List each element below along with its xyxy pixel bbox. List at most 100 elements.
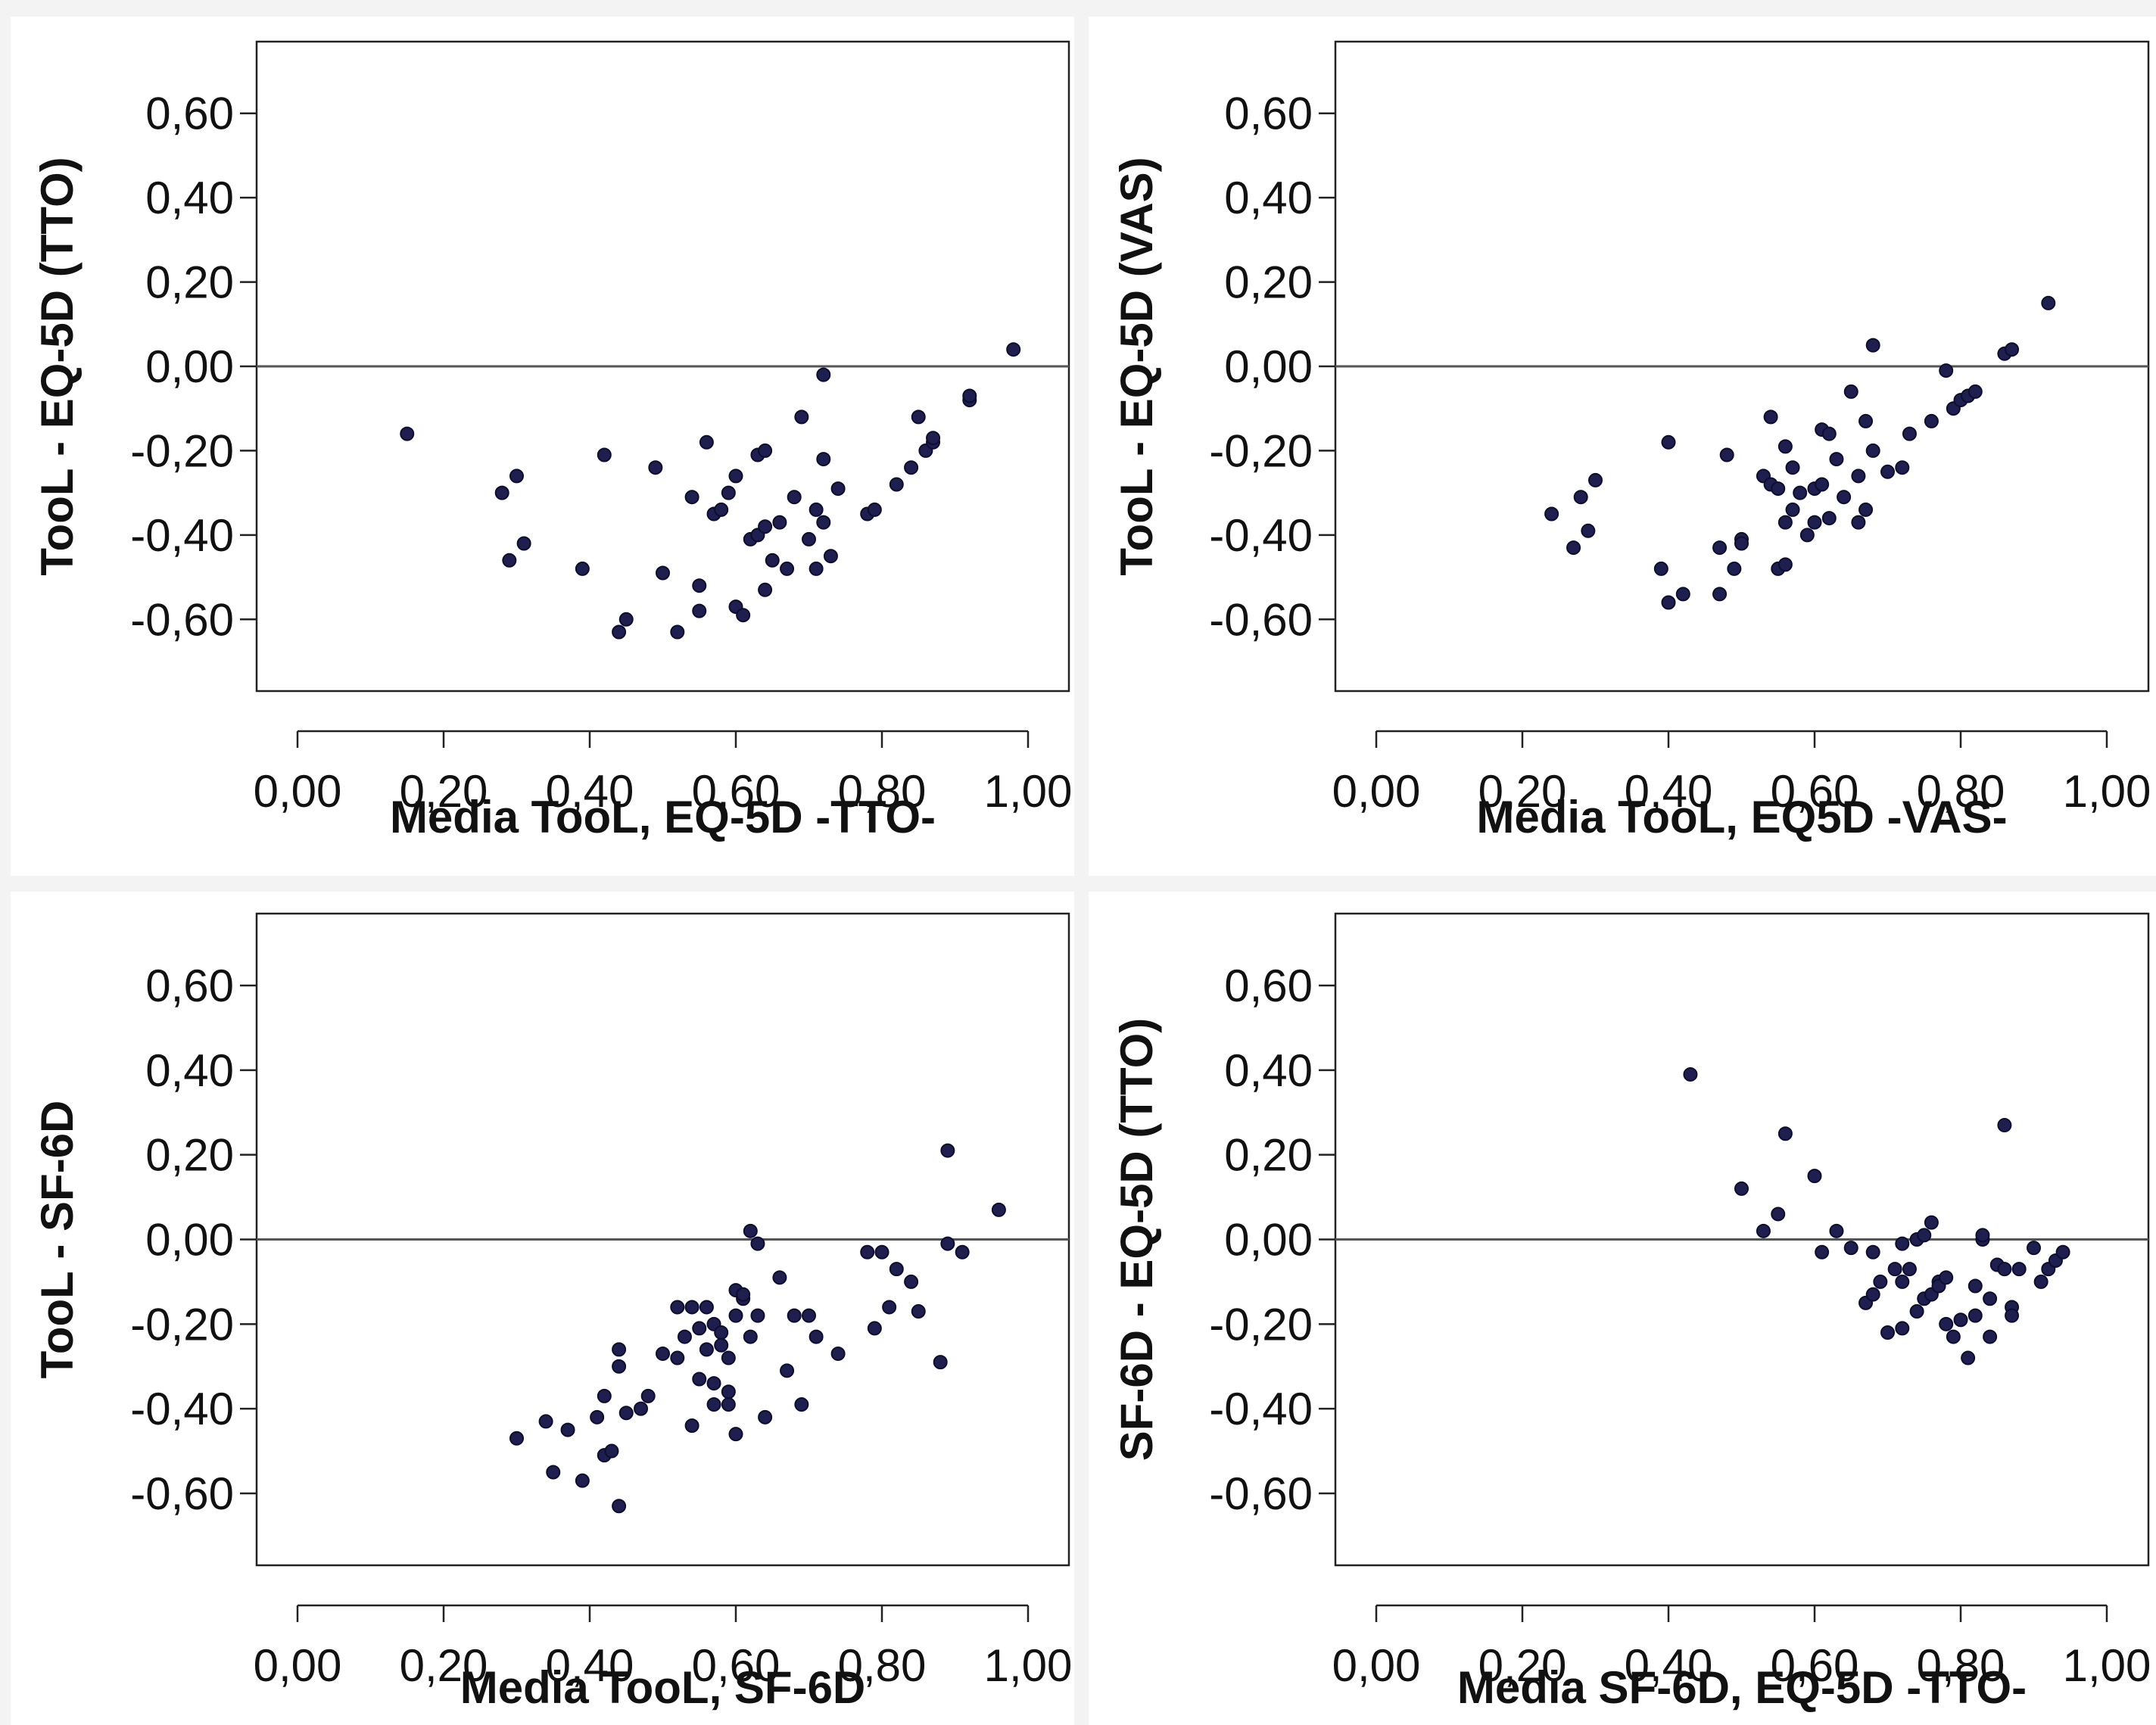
data-point: [787, 490, 802, 505]
data-point: [1544, 506, 1559, 522]
data-point: [889, 1262, 904, 1277]
data-point: [2005, 342, 2020, 357]
y-tick-label: 0,20: [1224, 1130, 1313, 1181]
data-point: [1785, 460, 1800, 475]
data-point: [772, 1270, 787, 1285]
data-point: [1858, 413, 1874, 428]
data-point: [1815, 477, 1830, 492]
data-point: [867, 1321, 882, 1336]
data-point: [1902, 426, 1917, 441]
data-point: [656, 1346, 670, 1361]
data-point: [1858, 502, 1874, 517]
data-point: [1895, 460, 1910, 475]
data-point: [736, 608, 751, 623]
data-point: [750, 1308, 765, 1323]
data-point: [1880, 464, 1895, 479]
data-point: [706, 1397, 721, 1412]
data-point: [1939, 1270, 1954, 1285]
data-point: [597, 1388, 612, 1403]
data-point: [874, 1244, 890, 1259]
y-tick-label: -0,60: [130, 594, 234, 645]
x-tick-label: 0,20: [400, 1640, 488, 1691]
y-tick-label: 0,00: [145, 1215, 234, 1266]
data-point: [1566, 540, 1581, 556]
data-point: [1734, 1181, 1749, 1196]
data-point: [692, 578, 707, 593]
x-tick-label: 1,00: [2063, 1640, 2151, 1691]
chart-panel-3: 0,60 0,40 0,20 0,00 -0,20 -0,40 -0,60 0,00 0,20 0…: [11, 892, 1074, 1725]
data-point: [1851, 515, 1866, 530]
data-point: [1821, 511, 1837, 526]
data-point: [1771, 481, 1786, 497]
data-point: [1843, 384, 1858, 399]
data-point: [692, 1372, 707, 1387]
x-tick-label: 0,80: [1917, 766, 2005, 817]
data-point: [882, 1300, 897, 1315]
data-point: [808, 561, 824, 576]
data-point: [1581, 523, 1596, 538]
data-point: [1573, 490, 1588, 505]
data-point: [816, 515, 831, 530]
data-point: [962, 388, 977, 403]
data-point: [1807, 1169, 1822, 1184]
data-point: [597, 447, 612, 462]
y-tick-label: 0,60: [1224, 89, 1313, 139]
data-point: [1771, 1207, 1786, 1222]
data-point: [670, 624, 685, 640]
data-point: [1946, 1329, 1961, 1344]
data-point: [816, 367, 831, 382]
data-point: [1661, 434, 1676, 450]
data-point: [743, 1223, 758, 1238]
data-point: [670, 1350, 685, 1365]
data-point: [509, 1431, 524, 1446]
data-point: [1953, 1312, 1968, 1328]
y-tick-label: -0,60: [130, 1468, 234, 1519]
data-point: [1975, 1228, 1990, 1243]
data-point: [721, 1350, 736, 1365]
data-point: [1712, 540, 1728, 556]
data-point: [758, 443, 773, 458]
data-point: [494, 485, 509, 500]
y-tick-label: -0,20: [130, 1299, 234, 1350]
data-point: [575, 561, 590, 576]
data-point: [911, 409, 926, 425]
data-point: [758, 582, 773, 597]
data-point: [546, 1465, 561, 1480]
data-point: [1865, 338, 1880, 353]
data-point: [618, 612, 634, 627]
data-point: [699, 1300, 714, 1315]
data-point: [1895, 1236, 1910, 1251]
data-point: [802, 1308, 816, 1323]
data-point: [1777, 515, 1793, 530]
data-point: [1777, 557, 1793, 572]
data-point: [677, 1329, 692, 1344]
y-tick-label: -0,60: [1209, 594, 1313, 645]
data-point: [634, 1401, 649, 1416]
data-point: [1756, 1223, 1771, 1238]
data-point: [830, 481, 846, 497]
y-tick-label: -0,40: [130, 510, 234, 561]
y-tick-label: -0,40: [1209, 1384, 1313, 1434]
y-tick-label: 0,40: [1224, 1045, 1313, 1096]
data-point: [1712, 587, 1728, 602]
data-point: [1939, 363, 1954, 378]
data-point: [1763, 409, 1778, 425]
data-point: [1917, 1228, 1932, 1243]
data-point: [721, 1384, 736, 1400]
data-point: [656, 565, 670, 581]
data-point: [1851, 469, 1866, 484]
y-tick-label: -0,40: [130, 1384, 234, 1434]
y-tick-label: 0,20: [145, 1130, 234, 1181]
data-point: [612, 1342, 627, 1357]
data-point: [955, 1244, 970, 1259]
y-axis-title: TooL - EQ-5D (TTO): [32, 157, 83, 575]
data-point: [1807, 515, 1822, 530]
data-point: [904, 460, 919, 475]
y-tick-label: 0,40: [1224, 173, 1313, 223]
data-point: [692, 1321, 707, 1336]
data-point: [765, 553, 780, 568]
data-point: [670, 1300, 685, 1315]
x-tick-label: 1,00: [984, 766, 1073, 817]
y-tick-label: -0,20: [1209, 1299, 1313, 1350]
x-tick-label: 0,20: [1478, 766, 1567, 817]
